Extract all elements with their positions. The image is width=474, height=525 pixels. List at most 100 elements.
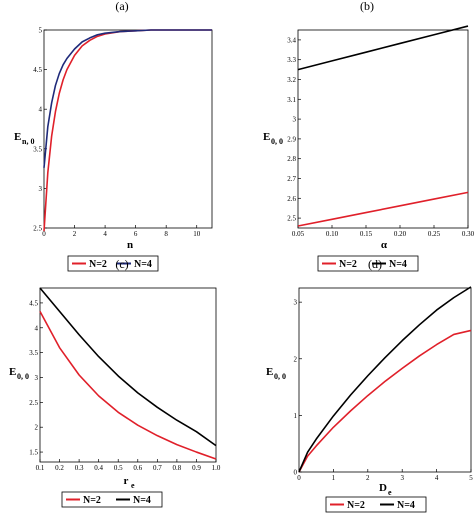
y-axis-label-subscript: n, 0: [22, 137, 34, 146]
legend-label-n2: N=2: [83, 495, 101, 506]
y-tick-label: 3.3: [287, 56, 296, 64]
y-tick-label: 3: [39, 185, 43, 193]
chart-panel-1: (a) 0 2 4 6 8 10 2.5 3 3.5 4 4.5 5 E n, 0 n N=2 N=4: [14, 0, 213, 272]
x-tick-label: 0: [297, 474, 301, 482]
y-tick-label: 1.5: [29, 449, 38, 457]
y-tick-label: 4.5: [29, 299, 38, 307]
x-tick-label: 0.15: [360, 230, 373, 238]
x-tick-label: 0: [42, 230, 46, 238]
legend-label-n4: N=4: [397, 500, 415, 511]
legend-label-n2: N=2: [339, 259, 357, 270]
x-tick-label: 0.6: [133, 464, 142, 472]
legend-box: [61, 491, 163, 508]
x-tick-label: 0.05: [292, 230, 305, 238]
legend-label-n2: N=2: [347, 500, 365, 511]
y-axis-label-subscript: 0, 0: [17, 372, 29, 381]
x-tick-label: 0.2: [55, 464, 64, 472]
x-tick-label: 0.1: [36, 464, 45, 472]
chart-panel-3: (c) 0.1 0.2 0.3 0.4 0.5 0.6 0.7 0.8 0.9 1.0 1.5 2 2.5…: [9, 257, 221, 508]
x-tick-label: 1: [332, 474, 336, 482]
y-tick-label: 2.9: [287, 135, 296, 143]
y-tick-label: 4.5: [33, 66, 42, 74]
x-tick-label: 2: [73, 230, 77, 238]
series-line-n2: [43, 29, 212, 232]
y-tick-label: 2: [35, 424, 39, 432]
y-tick-label: 3: [293, 116, 297, 124]
legend-label-n4: N=4: [389, 259, 407, 270]
series-line-n4: [43, 29, 212, 168]
y-tick-label: 2.5: [287, 215, 296, 223]
x-tick-label: 4: [103, 230, 107, 238]
series-line-n2: [298, 329, 472, 473]
x-axis-label-subscript: e: [131, 481, 135, 490]
panel-label: (a): [115, 0, 128, 13]
x-tick-label: 2: [366, 474, 370, 482]
x-tick-label: 6: [134, 230, 138, 238]
x-tick-label: 10: [193, 230, 201, 238]
plot-frame: [43, 29, 213, 229]
y-tick-label: 5: [39, 27, 43, 35]
y-tick-label: 3.5: [33, 145, 42, 153]
x-tick-label: 0.25: [428, 230, 441, 238]
y-tick-label: 3.1: [287, 96, 296, 104]
x-axis-label-subscript: e: [388, 488, 392, 497]
plot-frame: [298, 287, 472, 473]
legend-box: [325, 496, 427, 513]
y-axis-label-subscript: 0, 0: [271, 137, 283, 146]
y-tick-label: 3.5: [29, 349, 38, 357]
x-tick-label: 0.7: [153, 464, 162, 472]
panel-label: (c): [115, 257, 128, 271]
x-tick-label: 0.4: [94, 464, 103, 472]
y-tick-label: 3: [294, 299, 298, 307]
x-tick-label: 0.10: [326, 230, 339, 238]
y-axis-label: E: [9, 366, 16, 378]
series-line-n2: [297, 191, 469, 227]
y-tick-label: 3.4: [287, 36, 296, 44]
legend-label-n2: N=2: [89, 259, 107, 270]
y-tick-label: 2.5: [33, 225, 42, 233]
x-tick-label: 0.5: [114, 464, 123, 472]
x-tick-label: 0.9: [192, 464, 201, 472]
x-tick-label: 3: [400, 474, 404, 482]
y-axis-label-subscript: 0, 0: [274, 372, 286, 381]
x-tick-label: 0.30: [462, 230, 474, 238]
panel-label: (d): [368, 257, 382, 271]
x-tick-label: 1.0: [212, 464, 221, 472]
y-tick-label: 2.6: [287, 195, 296, 203]
y-tick-label: 3: [35, 374, 39, 382]
series-line-n2: [39, 310, 217, 460]
y-tick-label: 2.7: [287, 175, 296, 183]
x-axis-label: n: [127, 239, 133, 251]
y-tick-label: 0: [294, 469, 298, 477]
y-tick-label: 3.2: [287, 76, 296, 84]
y-tick-label: 4: [39, 106, 43, 114]
legend-box: [317, 255, 419, 272]
y-tick-label: 4: [35, 324, 39, 332]
legend-box: [67, 255, 159, 272]
y-tick-label: 2.8: [287, 155, 296, 163]
y-tick-label: 2.5: [29, 399, 38, 407]
x-tick-label: 4: [435, 474, 439, 482]
panel-label: (b): [360, 0, 374, 13]
x-tick-label: 0.20: [394, 230, 407, 238]
series-line-n4: [297, 25, 469, 71]
x-axis-label: α: [381, 239, 388, 251]
y-axis-label: E: [263, 131, 270, 143]
y-tick-label: 2: [294, 355, 298, 363]
x-tick-label: 8: [164, 230, 168, 238]
x-axis-label: D: [379, 482, 387, 494]
x-tick-label: 5: [469, 474, 473, 482]
y-tick-label: 1: [294, 412, 298, 420]
legend-label-n4: N=4: [133, 495, 151, 506]
y-axis-label: E: [266, 366, 273, 378]
chart-panel-2: (b) 0.05 0.10 0.15 0.20 0.25 0.30 2.5 2.6 2.7 2.8 2…: [263, 0, 474, 272]
series-line-n4: [39, 287, 217, 447]
x-axis-label: r: [124, 475, 129, 487]
plot-frame: [39, 287, 217, 463]
x-tick-label: 0.3: [75, 464, 84, 472]
plot-frame: [297, 29, 469, 229]
series-line-n4: [298, 286, 472, 473]
y-axis-label: E: [14, 131, 21, 143]
chart-panel-4: (d) 0 1 2 3 4 5 0 1 2 3 E 0, 0 D e N=2 N=4: [266, 257, 473, 513]
